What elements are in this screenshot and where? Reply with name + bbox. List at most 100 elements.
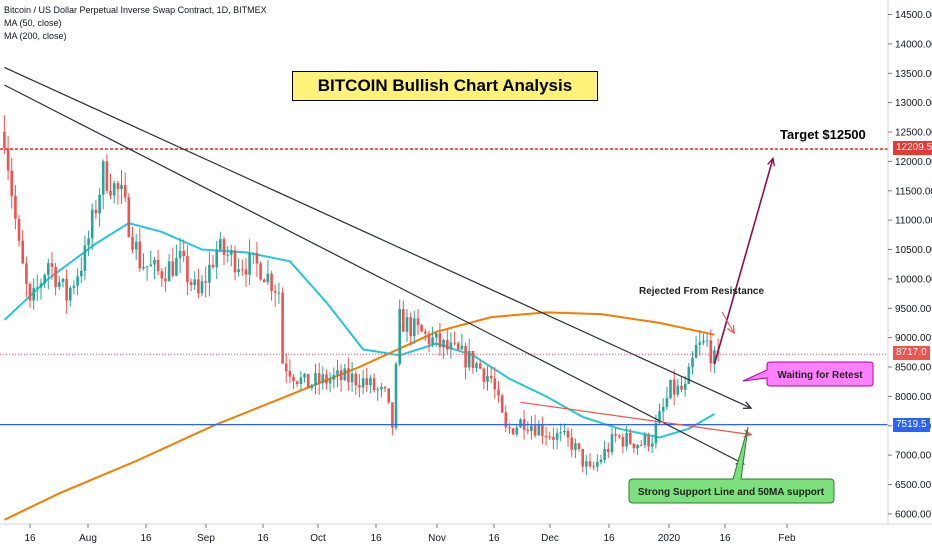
y-tick-label: 12000.00 [895, 157, 932, 168]
candle-body [402, 309, 405, 332]
candle-body [431, 337, 434, 345]
candle-body [336, 370, 339, 376]
candle-body [636, 444, 639, 449]
candle-body [164, 278, 167, 282]
candle-body [438, 333, 442, 348]
y-tick-label: 14000.00 [895, 39, 932, 50]
rejection-pointer-head [727, 324, 735, 335]
candle-body [167, 261, 171, 282]
candle-body [39, 283, 43, 288]
candle-body [570, 437, 573, 450]
candle-body [478, 363, 482, 369]
candle-body [105, 161, 109, 191]
candle-body [21, 240, 24, 264]
candle-body [211, 264, 215, 268]
ma200-line [3, 311, 715, 521]
candle-body [200, 281, 204, 294]
candle-body [665, 398, 669, 407]
upper-resistance-trendline [4, 66, 752, 409]
candle-body [618, 435, 621, 437]
candle-body [50, 263, 54, 267]
candle-body [347, 368, 350, 383]
x-tick-label: 16 [488, 533, 500, 544]
candle-body [424, 331, 427, 334]
candle-body [252, 252, 255, 254]
candle-body [28, 283, 32, 301]
candle-body [603, 448, 606, 460]
candle-body [420, 325, 423, 332]
candle-body [72, 285, 76, 288]
last-price-tag: 8717.0 [893, 346, 930, 360]
candle-body [47, 263, 50, 276]
x-tick-label: 16 [257, 533, 269, 544]
y-tick-label: 11500.00 [895, 186, 932, 197]
candle-body [365, 378, 368, 385]
candle-body [555, 433, 559, 440]
candle-body [248, 252, 251, 275]
candle-body [497, 389, 500, 396]
rejection-pointer [721, 311, 735, 334]
x-tick-label: Dec [541, 533, 559, 544]
candle-body [599, 459, 603, 462]
candle-body [32, 288, 35, 301]
candle-body [36, 287, 39, 289]
candle-body [442, 340, 445, 348]
candle-body [226, 254, 229, 256]
candle-body [519, 419, 522, 428]
candle-body [475, 363, 478, 368]
candle-body [14, 195, 17, 219]
candle-body [288, 371, 292, 377]
candle-body [621, 437, 625, 447]
candle-body [186, 256, 189, 283]
y-tick-label: 6500.00 [895, 480, 932, 491]
candle-body [215, 249, 218, 268]
candle-body [189, 282, 193, 285]
lower-resistance-trendline [4, 84, 744, 465]
candle-body [548, 436, 551, 438]
candle-body [705, 340, 709, 342]
candle-body [123, 185, 127, 198]
retest-callout-text: Waiting for Retest [777, 370, 863, 381]
candle-body [669, 379, 672, 399]
candle-body [489, 375, 493, 379]
candle-body [647, 434, 650, 447]
candle-body [672, 379, 676, 395]
candle-body [65, 278, 68, 301]
candle-body [574, 443, 577, 450]
candle-body [116, 183, 120, 190]
y-tick-label: 12500.00 [895, 128, 932, 139]
candle-body [552, 436, 555, 440]
x-tick-label: Aug [79, 533, 97, 544]
candle-body [120, 185, 123, 190]
candle-body [306, 373, 310, 388]
candle-body [405, 317, 409, 332]
resistance-price-tag: 12209.5 [893, 141, 932, 155]
rejected-label: Rejected From Resistance [639, 286, 765, 297]
candle-body [332, 375, 336, 380]
candle-body [650, 443, 654, 447]
candle-body [383, 387, 387, 389]
x-tick-label: 16 [603, 533, 615, 544]
candle-body [273, 290, 277, 293]
candle-body [178, 250, 182, 259]
candle-body [83, 245, 87, 271]
candle-body [632, 443, 636, 449]
candle-body [233, 250, 237, 273]
candle-body [544, 436, 548, 438]
candle-body [486, 375, 489, 382]
candle-body [614, 434, 617, 436]
support-callout-text: Strong Support Line and 50MA support [638, 487, 825, 498]
candle-body [101, 161, 105, 195]
candle-body [270, 273, 273, 291]
candle-body [160, 271, 164, 279]
candle-body [380, 387, 383, 390]
y-tick-label: 13500.00 [895, 69, 932, 80]
y-tick-label: 11000.00 [895, 216, 932, 227]
candle-body [467, 351, 471, 368]
candle-body [592, 466, 595, 468]
candle-body [299, 377, 303, 384]
candle-body [230, 250, 233, 255]
candle-body [98, 194, 101, 214]
candle-body [328, 379, 332, 384]
support-callout: Strong Support Line and 50MA support [628, 426, 835, 504]
